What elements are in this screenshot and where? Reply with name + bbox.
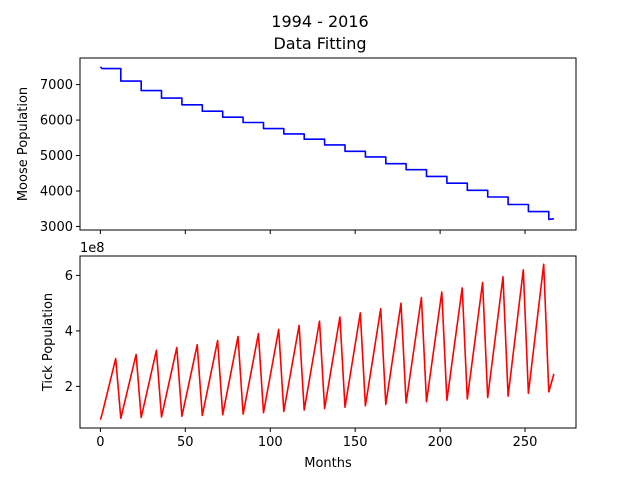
moose-axes: Moose Population 3000 4000 5000 6000 7000	[16, 57, 577, 235]
moose-ytick-label: 6000	[40, 114, 73, 129]
ticks-xtick-label: 250	[513, 435, 538, 450]
tick-xlabel: Months	[304, 456, 352, 471]
tick-axes-frame	[79, 255, 577, 429]
ticks-ytick-label: 6	[65, 269, 73, 284]
moose-ytick-label: 3000	[40, 220, 73, 235]
ticks-xtick-label: 150	[343, 435, 368, 450]
figure-title-line1: 1994 - 2016	[271, 12, 369, 31]
moose-ytick-label: 4000	[40, 184, 73, 199]
ticks-xtick-label: 0	[96, 435, 104, 450]
ticks-xtick-label: 100	[258, 435, 283, 450]
ticks-xtick-label: 50	[177, 435, 194, 450]
moose-series-line	[99, 66, 555, 221]
ticks-series-line	[99, 263, 555, 420]
ticks-xtick-label: 200	[428, 435, 453, 450]
moose-ytick-label: 5000	[40, 149, 73, 164]
moose-ytick-label: 7000	[40, 78, 73, 93]
moose-axes-frame	[79, 57, 577, 231]
ticks-ytick-label: 4	[65, 324, 73, 339]
figure-title-line2: Data Fitting	[273, 34, 367, 53]
moose-ylabel: Moose Population	[16, 87, 31, 201]
tick-offset-label: 1e8	[80, 241, 105, 256]
tick-ylabel: Tick Population	[41, 293, 56, 392]
ticks-ytick-label: 2	[65, 380, 73, 395]
tick-axes: Tick Population Months 1e8 0 50 100 150 200 2…	[41, 241, 577, 471]
